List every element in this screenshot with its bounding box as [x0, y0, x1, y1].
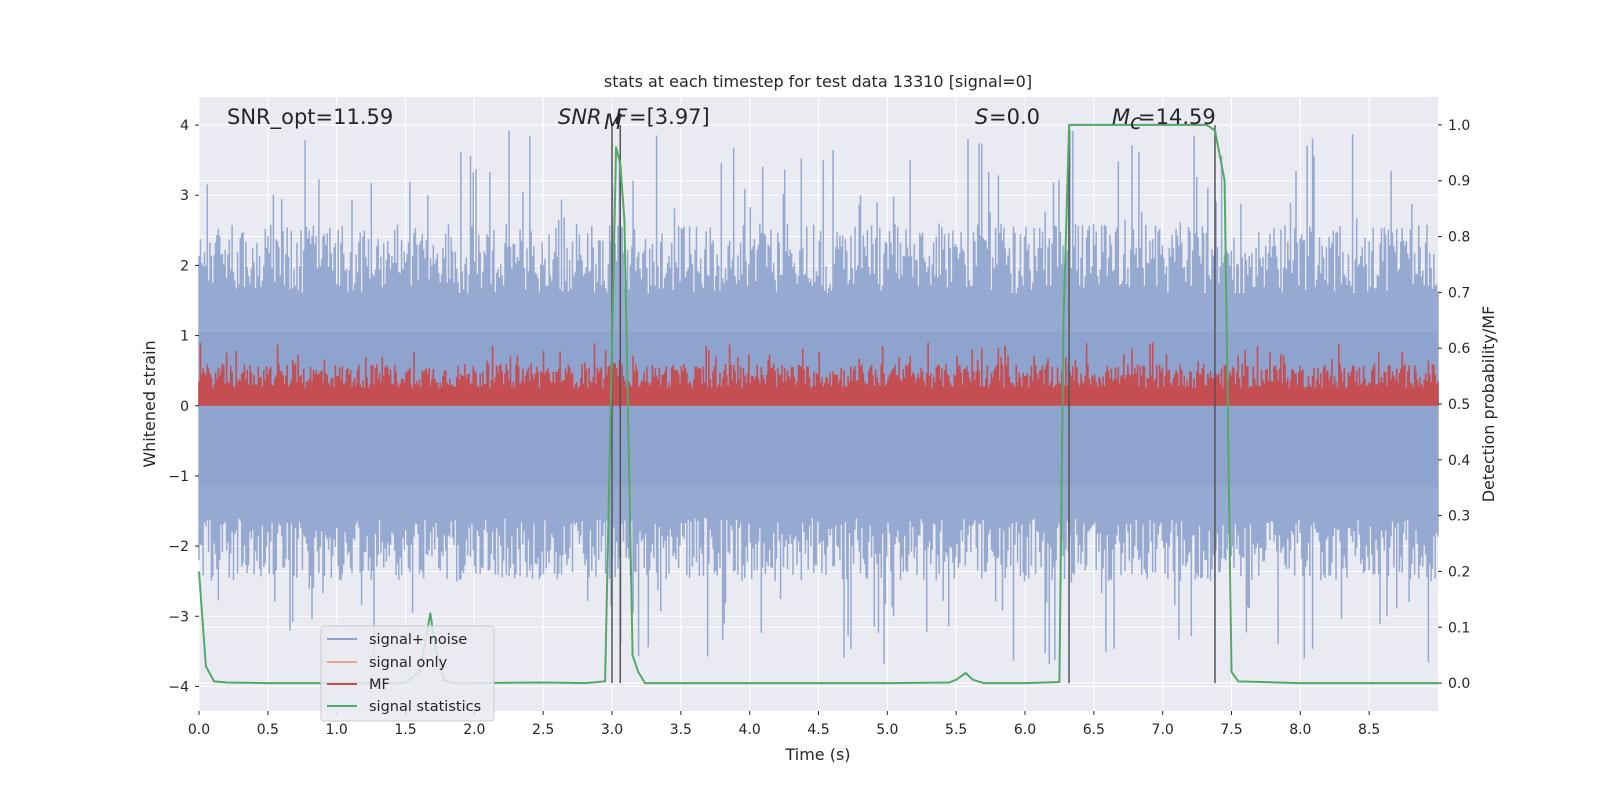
y2-tick-label: 0.7	[1448, 285, 1470, 301]
svg-text:SNR: SNR	[558, 105, 602, 129]
y2-tick-label: 0.4	[1448, 453, 1470, 469]
x-tick-label: 1.5	[394, 722, 416, 738]
legend-entry-signal-only: signal only	[369, 655, 448, 671]
x-tick-label: 6.5	[1083, 722, 1105, 738]
y-tick-label: −3	[168, 609, 189, 625]
legend-entry-mf: MF	[369, 677, 390, 693]
annotation-s: S =0.0	[975, 105, 1040, 129]
y-tick-label: 3	[180, 188, 189, 204]
x-tick-label: 7.0	[1152, 722, 1174, 738]
x-tick-label: 4.5	[807, 722, 829, 738]
y2-tick-label: 0.3	[1448, 509, 1470, 525]
svg-text:c: c	[1130, 110, 1142, 134]
legend-entry-noise: signal+ noise	[369, 632, 467, 648]
y-tick-label: 0	[180, 399, 189, 415]
x-tick-label: 8.0	[1289, 722, 1311, 738]
y-tick-label: −1	[168, 469, 189, 485]
svg-text:F: F	[615, 105, 628, 129]
y-tick-label: 2	[180, 258, 189, 274]
y-axis-ticks: 4 3 2 1 0 −1 −2 −3 −4	[168, 118, 199, 695]
x-axis-ticks: 0.0 0.5 1.0 1.5 2.0 2.5 3.0 3.5 4.0 4.5 5.0 5.5 6.0 6…	[188, 711, 1380, 738]
x-tick-label: 1.0	[326, 722, 348, 738]
y-tick-label: 4	[180, 118, 189, 134]
x-tick-label: 3.0	[601, 722, 623, 738]
x-tick-label: 2.0	[463, 722, 485, 738]
svg-text:=[3.97]: =[3.97]	[629, 105, 710, 129]
annotation-snr-mf: SNR M F =[3.97]	[558, 105, 710, 134]
y2-tick-label: 0.9	[1448, 174, 1470, 190]
x-tick-label: 0.0	[188, 722, 210, 738]
x-tick-label: 7.5	[1220, 722, 1242, 738]
y2-tick-label: 0.1	[1448, 620, 1470, 636]
x-tick-label: 4.0	[739, 722, 761, 738]
y2-tick-label: 1.0	[1448, 118, 1470, 134]
y-axis-label: Whitened strain	[140, 340, 159, 467]
y2-tick-label: 0.8	[1448, 230, 1470, 246]
annotation-mc: M c =14.59	[1112, 105, 1216, 134]
x-tick-label: 5.0	[876, 722, 898, 738]
x-tick-label: 0.5	[257, 722, 279, 738]
legend-entry-stats: signal statistics	[369, 699, 481, 715]
y-tick-label: 1	[180, 329, 189, 345]
svg-text:S: S	[975, 105, 988, 129]
x-tick-label: 2.5	[532, 722, 554, 738]
x-tick-label: 5.5	[945, 722, 967, 738]
svg-text:=14.59: =14.59	[1138, 105, 1216, 129]
annotation-snr-opt: SNR_opt=11.59	[227, 105, 393, 130]
y2-axis-ticks: 1.0 0.9 0.8 0.7 0.6 0.5 0.4 0.3 0.2 0.1 0.0	[1438, 118, 1470, 692]
y-tick-label: −4	[168, 679, 189, 695]
vertical-markers	[611, 125, 1216, 684]
y2-axis-label: Detection probability/MF	[1479, 306, 1498, 503]
x-tick-label: 6.0	[1014, 722, 1036, 738]
x-tick-label: 3.5	[670, 722, 692, 738]
svg-text:M: M	[1112, 105, 1130, 129]
x-tick-label: 8.5	[1358, 722, 1380, 738]
legend: signal+ noise signal only MF signal stat…	[320, 625, 495, 722]
y2-tick-label: 0.0	[1448, 676, 1470, 692]
svg-text:=0.0: =0.0	[989, 105, 1040, 129]
svg-text:M: M	[604, 110, 622, 134]
y2-tick-label: 0.5	[1448, 397, 1470, 413]
y-tick-label: −2	[168, 539, 189, 555]
y2-tick-label: 0.2	[1448, 564, 1470, 580]
x-axis-label: Time (s)	[784, 745, 850, 764]
y2-tick-label: 0.6	[1448, 341, 1470, 357]
chart-title: stats at each timestep for test data 133…	[604, 72, 1032, 91]
